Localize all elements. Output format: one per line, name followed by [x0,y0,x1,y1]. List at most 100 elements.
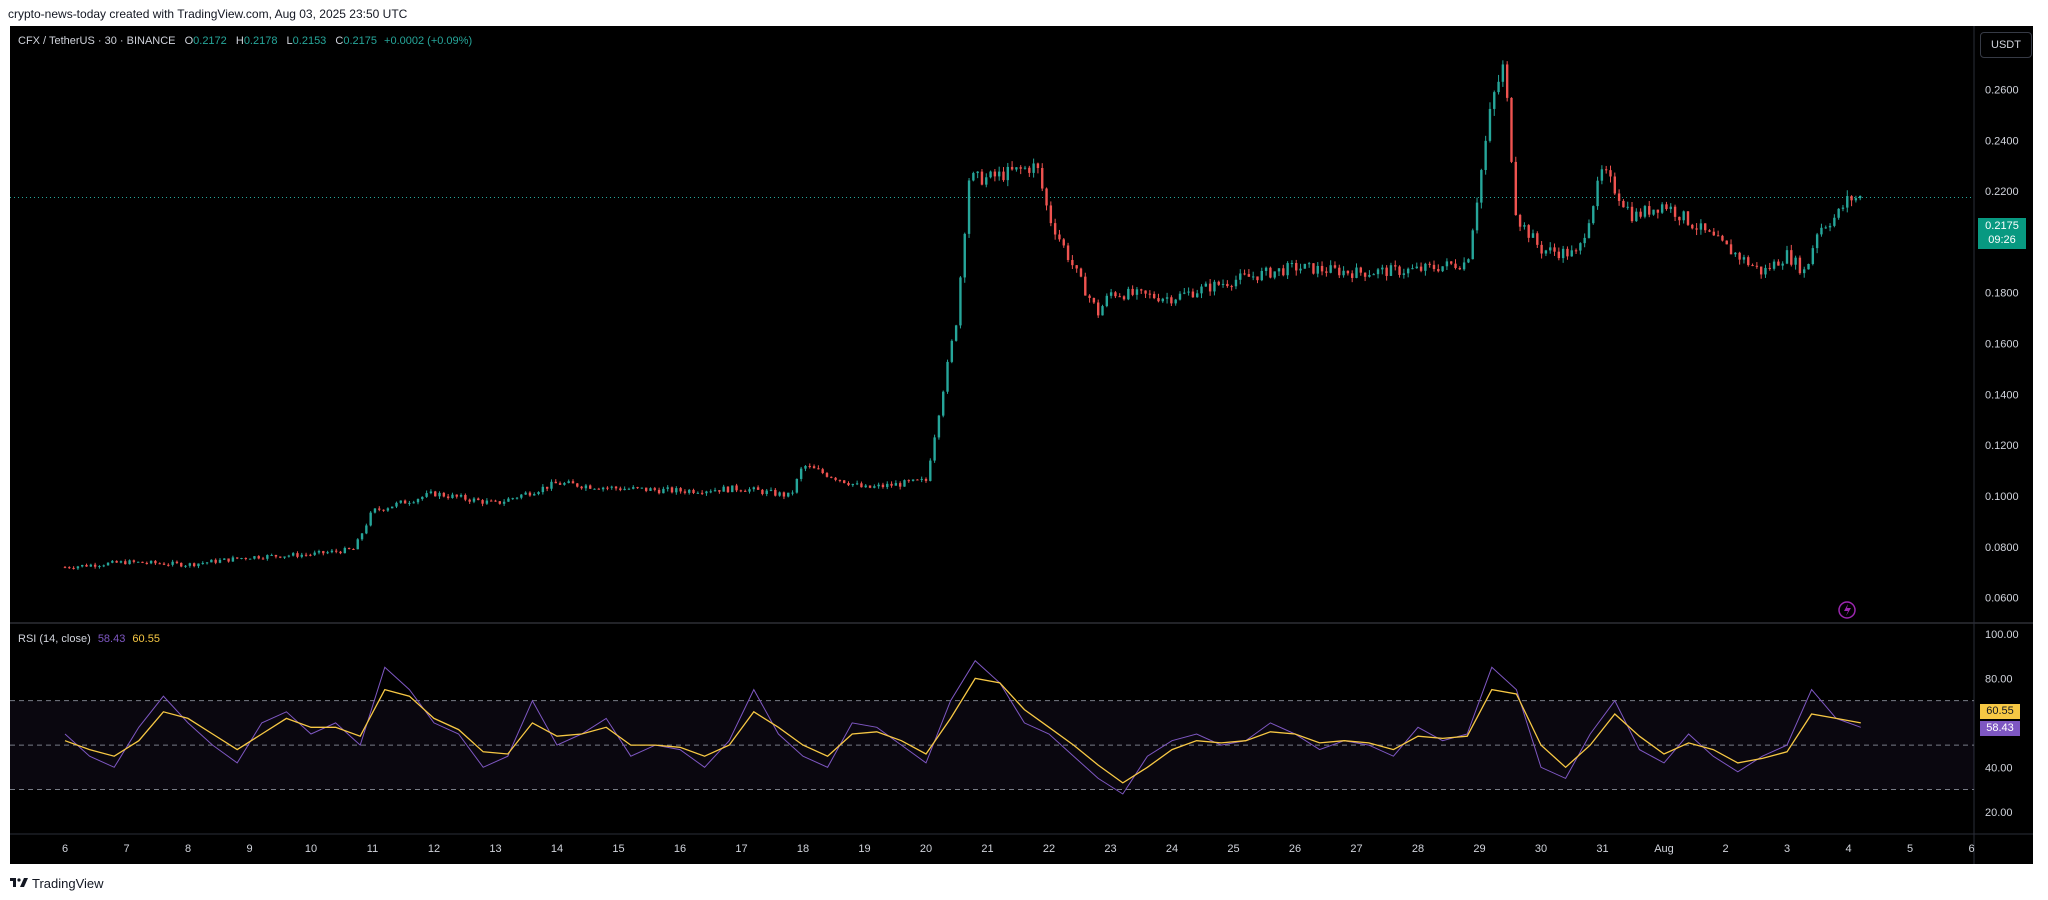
price-tick-label: 0.1000 [1985,491,2019,503]
candle-body [1648,206,1651,215]
candle-body [1286,263,1289,276]
candle-body [1583,237,1586,244]
candle-body [1807,263,1810,270]
candle-body [636,487,639,489]
rsi-legend[interactable]: RSI (14, close) 58.43 60.55 [18,633,160,645]
last-price-badge: 0.2175 09:26 [1978,218,2026,249]
candle-body [898,483,902,487]
candle-body [360,533,364,540]
candle-body [1204,283,1208,287]
candle-body [373,508,377,513]
low-value: 0.2153 [292,35,327,47]
candle-body [1781,263,1784,266]
candle-body [1669,206,1672,210]
candle-body [1725,240,1728,245]
time-tick-label: 26 [1289,843,1301,855]
candle-body [145,562,148,564]
candle-body [761,489,764,495]
candle-body [1006,166,1009,181]
candle-body [1118,296,1121,298]
candle-body [1729,244,1733,255]
candle-body [890,483,893,486]
rsi-label: RSI (14, close) [18,633,91,645]
candle-body [98,566,101,568]
symbol-name: CFX / TetherUS · 30 · BINANCE [18,35,176,47]
candle-body [76,566,80,569]
high-value: 0.2178 [243,35,278,47]
candle-body [787,492,790,497]
change-value: +0.0002 (+0.09%) [384,35,473,47]
candle-body [1824,227,1827,229]
candle-body [132,560,136,562]
candle-body [1217,281,1220,285]
candle-body [102,565,105,567]
candle-body [1428,263,1431,265]
candle-body [128,560,131,565]
candle-body [1041,168,1044,189]
time-tick-label: 30 [1535,843,1547,855]
currency-button[interactable]: USDT [1980,32,2032,58]
candle-body [425,493,428,497]
time-tick-label: 15 [612,843,624,855]
alert-icon[interactable] [1838,601,1856,619]
candle-body [1084,276,1087,296]
rsi-tick-label: 100.00 [1985,629,2019,641]
candle-body [489,500,493,502]
candle-body [270,554,273,556]
candle-body [218,559,222,563]
candle-body [175,561,179,563]
candle-body [1768,267,1771,269]
candle-body [451,494,454,498]
candle-body [1269,267,1272,278]
candle-body [1635,211,1638,222]
time-tick-label: 10 [305,843,317,855]
candle-body [412,502,415,504]
candle-body [1019,167,1022,169]
price-tick-label: 0.0600 [1985,593,2019,605]
candle-body [1355,267,1358,278]
chart-frame[interactable]: 0.28000.26000.24000.22000.20000.18000.16… [10,26,2033,864]
chart-canvas[interactable]: 0.28000.26000.24000.22000.20000.18000.16… [10,26,2033,864]
candle-body [1079,268,1083,277]
candle-body [533,494,536,496]
candle-body [1686,211,1690,225]
candle-body [722,486,725,492]
candle-body [1755,265,1759,267]
candle-body [929,460,932,481]
candle-body [1592,206,1595,224]
candle-body [1273,271,1276,278]
candle-body [434,491,437,497]
candle-body [528,492,532,496]
candle-body [253,556,256,559]
time-tick-label: 7 [123,843,129,855]
candle-body [1307,263,1311,265]
candle-body [1450,261,1453,264]
time-tick-label: 20 [920,843,932,855]
candle-body [627,488,631,490]
candle-body [231,557,235,562]
time-tick-label: 29 [1473,843,1485,855]
candle-body [1759,266,1763,275]
candle-body [197,563,200,567]
time-tick-label: 25 [1227,843,1239,855]
candle-body [1032,163,1035,173]
symbol-legend[interactable]: CFX / TetherUS · 30 · BINANCE O0.2172 H0… [18,35,472,47]
time-tick-label: 21 [981,843,993,855]
candle-body [1036,163,1040,169]
candle-body [1467,259,1470,263]
candle-body [507,498,510,502]
candle-body [1140,289,1143,291]
candle-body [1208,283,1212,292]
candle-body [1622,200,1625,208]
candle-body [205,562,209,564]
candle-body [72,567,75,569]
open-label: O [184,35,194,47]
candle-body [963,233,966,278]
candle-body [799,468,803,479]
candle-body [1230,286,1233,288]
candle-body [1135,289,1139,295]
candle-body [1846,196,1849,208]
candle-body [1747,257,1750,266]
candle-body [399,500,402,503]
candle-body [1570,250,1573,257]
